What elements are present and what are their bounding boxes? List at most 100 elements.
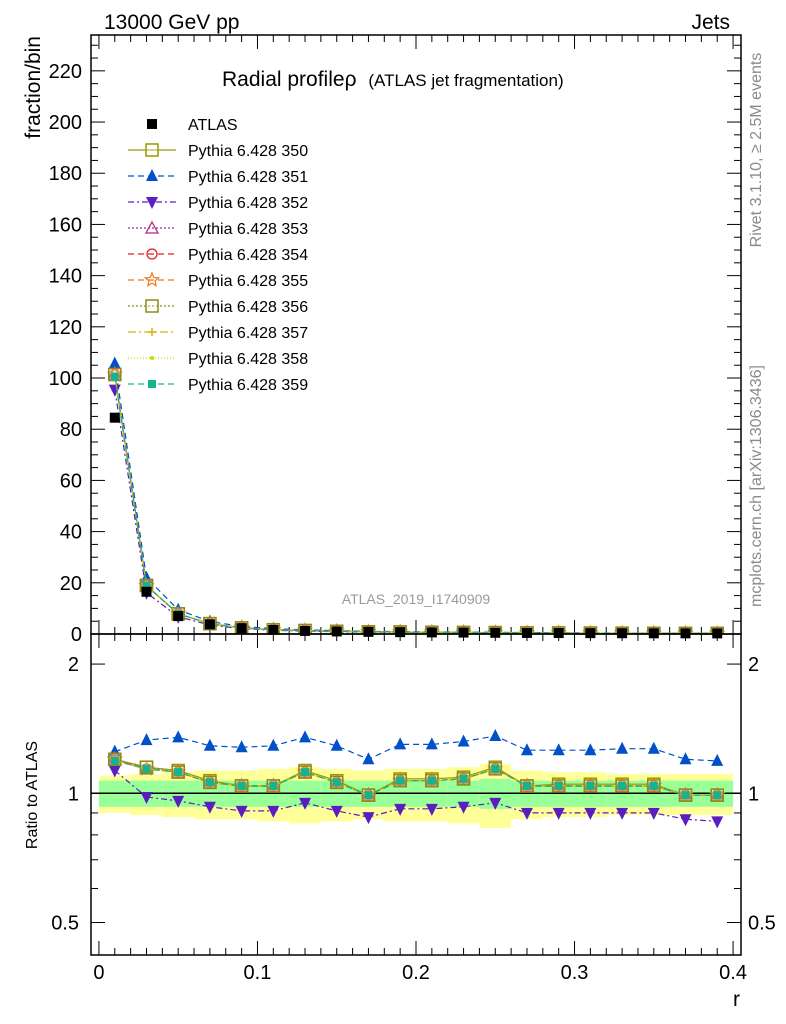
x-tick-label: 0.2: [402, 962, 430, 984]
triangle-up-marker: [489, 728, 502, 741]
star-open-marker: [360, 623, 377, 634]
legend-entry: ATLAS: [147, 117, 238, 134]
star-open-marker: [550, 624, 567, 634]
triangle-down-marker: [299, 797, 312, 810]
legend-entry: Pythia 6.428 359: [128, 377, 308, 394]
square-filled-marker: [490, 627, 501, 638]
triangle-down-marker: [362, 812, 375, 825]
triangle-open-marker: [144, 220, 160, 234]
header-left-label: 13000 GeV pp: [104, 11, 239, 34]
triangle-down-marker: [108, 384, 121, 397]
star-open-marker: [392, 623, 409, 634]
y-tick-label: 0: [71, 624, 82, 646]
y-tick-label: 180: [49, 163, 82, 185]
ratio-tick-label-right: 2: [748, 654, 759, 676]
legend-label: Pythia 6.428 351: [188, 169, 308, 186]
square-small-marker: [332, 778, 341, 787]
square-small-marker: [174, 768, 183, 777]
square-filled-marker: [458, 627, 469, 638]
legend-entry: Pythia 6.428 352: [128, 195, 308, 212]
legend-label: Pythia 6.428 350: [188, 143, 308, 160]
square-small-marker: [142, 581, 151, 590]
triangle-up-marker: [520, 743, 533, 756]
x-tick-label: 0.4: [719, 962, 747, 984]
triangle-down-marker: [489, 797, 502, 810]
y-tick-label: 220: [49, 61, 82, 83]
square-filled-marker: [236, 623, 247, 634]
square-small-marker: [459, 774, 468, 783]
rivet-version-label: Rivet 3.1.10, ≥ 2.5M events: [748, 53, 765, 248]
x-tick-labels: 0 0.1 0.2 0.3 0.4: [93, 962, 747, 984]
square-small-marker: [269, 781, 278, 790]
star-open-marker: [143, 271, 161, 287]
square-small-marker: [396, 776, 405, 785]
square-small-marker: [237, 781, 246, 790]
ratio-axis-ticks: [91, 663, 741, 923]
circle-open-marker: [146, 248, 158, 260]
y-tick-label: 140: [49, 266, 82, 288]
square-filled-marker: [617, 628, 628, 639]
triangle-up-marker: [299, 730, 312, 743]
y-tick-label: 200: [49, 112, 82, 134]
triangle-down-marker: [140, 792, 153, 805]
triangle-down-marker: [616, 807, 629, 820]
square-small-marker: [110, 756, 119, 765]
triangle-down-marker: [711, 816, 724, 829]
legend-entry: Pythia 6.428 357: [128, 325, 308, 342]
star-open-marker: [328, 622, 345, 634]
legend-label: Pythia 6.428 353: [188, 221, 308, 238]
triangle-up-marker: [108, 356, 121, 369]
triangle-up-marker: [330, 738, 343, 751]
square-small-marker: [681, 791, 690, 800]
triangle-up-marker: [425, 737, 438, 750]
triangle-up-marker: [362, 752, 375, 765]
triangle-up-marker: [616, 741, 629, 754]
triangle-down-marker: [172, 795, 185, 808]
triangle-down-marker: [679, 814, 692, 827]
square-filled-marker: [300, 625, 311, 636]
legend: ATLAS Pythia 6.428 350 Pythia 6.428 351 Pyt…: [128, 117, 308, 394]
series-line-ratio: [114, 770, 718, 822]
chart-subtitle: (ATLAS jet fragmentation): [368, 71, 563, 90]
triangle-down-marker: [108, 765, 121, 778]
square-filled-marker: [585, 628, 596, 639]
square-filled-marker: [553, 628, 564, 639]
triangle-up-marker: [146, 169, 158, 181]
ratio-tick-label-left: 1: [68, 783, 79, 805]
square-small-marker: [586, 781, 595, 790]
star-open-marker: [582, 624, 599, 634]
ratio-frame: [90, 633, 742, 956]
legend-entry: Pythia 6.428 354: [128, 247, 308, 264]
ratio-tick-label-left: 0.5: [51, 912, 79, 934]
square-filled-marker: [426, 627, 437, 638]
series-line-ratio: [114, 735, 718, 762]
triangle-up-marker: [172, 730, 185, 743]
square-filled-marker: [109, 412, 120, 423]
legend-entry: Pythia 6.428 355: [128, 271, 308, 290]
legend-entry: Pythia 6.428 358: [128, 351, 308, 368]
series-line-ratio: [114, 760, 718, 796]
y-axis-label: fraction/bin: [22, 36, 45, 139]
x-tick-label: 0: [93, 962, 104, 984]
triangle-down-marker: [394, 803, 407, 816]
y-tick-label: 120: [49, 317, 82, 339]
square-small-marker: [618, 781, 627, 790]
triangle-down-marker: [647, 807, 660, 820]
uncertainty-bands: [98, 764, 734, 829]
triangle-up-marker: [584, 743, 597, 756]
square-filled-marker: [395, 627, 406, 638]
ratio-series-group: [106, 728, 726, 829]
ratio-tick-label-right: 1: [748, 783, 759, 805]
legend-label: Pythia 6.428 358: [188, 351, 308, 368]
square-filled-marker: [521, 627, 532, 638]
star-open-marker: [423, 623, 440, 634]
ratio-panel: 0.5 0.5 1 1 2 2: [51, 633, 776, 956]
square-small-marker: [713, 791, 722, 800]
triangle-up-marker: [711, 753, 724, 766]
series-line-main: [114, 376, 718, 634]
square-filled-marker: [331, 626, 342, 637]
triangle-up-marker: [552, 743, 565, 756]
triangle-up-marker: [140, 733, 153, 746]
mcplots-credit-label: mcplots.cern.ch [arXiv:1306.3436]: [748, 365, 765, 607]
